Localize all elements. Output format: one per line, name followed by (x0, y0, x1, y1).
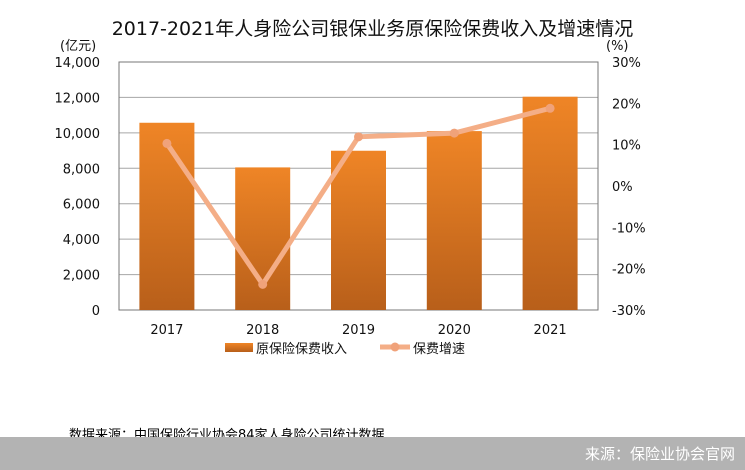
y-right-tick: 30% (612, 56, 641, 71)
y-left-tick: 12,000 (55, 91, 101, 106)
bar-2019 (331, 150, 386, 310)
footer-bar: 来源：保险业协会官网 (0, 437, 745, 470)
legend-line-label: 保费增速 (413, 342, 465, 357)
y-right-tick: 10% (612, 139, 641, 154)
legend-bar-swatch (225, 343, 253, 352)
bar-2020 (426, 131, 482, 310)
y-right-tick: -20% (612, 263, 646, 278)
x-tick: 2020 (438, 323, 471, 338)
y-right-tick: 20% (612, 97, 641, 112)
x-tick: 2021 (534, 323, 567, 338)
y-right-tick: -30% (612, 304, 646, 319)
growth-point-2021 (545, 103, 555, 113)
x-tick: 2017 (150, 323, 183, 338)
growth-point-2018 (258, 279, 268, 289)
y-left-label: (亿元) (60, 39, 96, 54)
growth-point-2020 (449, 128, 459, 138)
bar-2017 (139, 122, 195, 310)
y-left-tick: 4,000 (63, 233, 100, 248)
y-right-tick: 0% (612, 180, 633, 195)
y-left-tick: 10,000 (55, 127, 101, 142)
legend-line-marker (390, 342, 400, 352)
y-right-label: (%) (606, 39, 629, 54)
y-left-tick: 8,000 (63, 162, 100, 177)
growth-point-2019 (354, 132, 363, 142)
x-tick: 2018 (246, 323, 279, 338)
legend-bar-label: 原保险保费收入 (256, 342, 347, 357)
y-left-tick: 14,000 (55, 56, 101, 71)
x-tick: 2019 (342, 323, 375, 338)
y-right-tick: -10% (612, 221, 646, 236)
y-left-tick: 2,000 (63, 269, 100, 284)
y-left-tick: 0 (92, 304, 100, 319)
y-left-tick: 6,000 (63, 198, 100, 213)
footer-source: 来源：保险业协会官网 (584, 445, 735, 463)
bar-2021 (522, 96, 578, 310)
chart-title: 2017-2021年人身险公司银保业务原保险保费收入及增速情况 (111, 18, 634, 40)
growth-point-2017 (162, 138, 172, 148)
combo-chart: 0 2,000 4,000 6,000 8,000 10,000 12,000 14,000 -… (55, 39, 646, 357)
